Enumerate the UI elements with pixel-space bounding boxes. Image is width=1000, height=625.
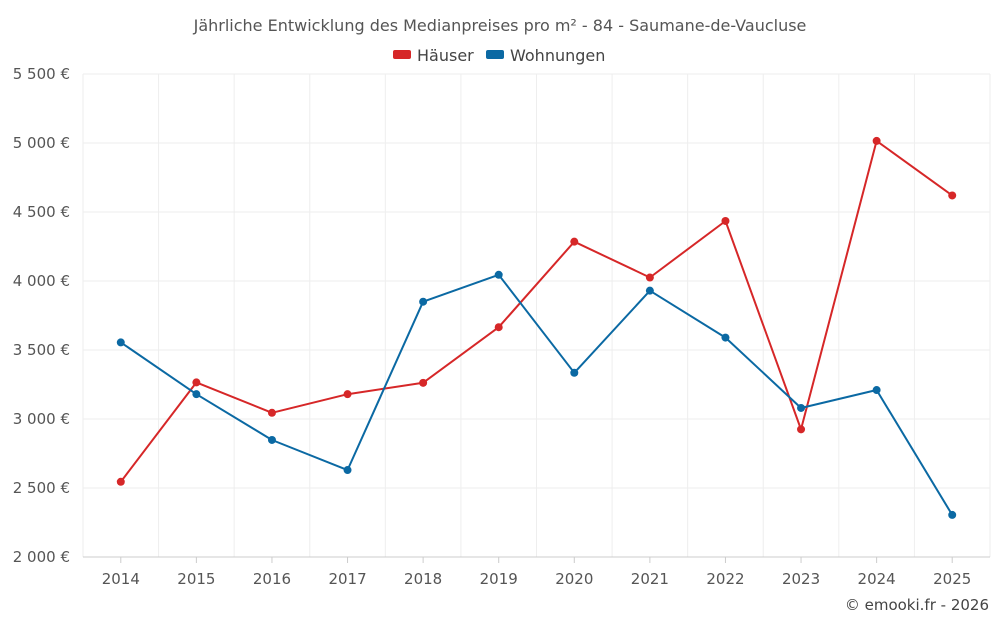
x-tick-label: 2018 <box>404 570 442 588</box>
x-tick-label: 2014 <box>102 570 140 588</box>
data-point-apartments[interactable] <box>116 338 125 347</box>
data-point-houses[interactable] <box>192 378 201 387</box>
series-layer <box>116 136 957 519</box>
series-apartments <box>116 270 957 519</box>
x-tick-label: 2019 <box>480 570 518 588</box>
data-point-apartments[interactable] <box>948 510 957 519</box>
x-tick-label: 2017 <box>328 570 366 588</box>
legend: Häuser Wohnungen <box>393 46 605 65</box>
credit-text: © emooki.fr - 2026 <box>845 596 989 614</box>
y-tick-label: 2 000 € <box>13 548 70 566</box>
data-point-houses[interactable] <box>948 191 957 200</box>
y-tick-label: 5 000 € <box>13 134 70 152</box>
data-point-apartments[interactable] <box>494 270 503 279</box>
legend-item-houses[interactable]: Häuser <box>393 46 474 65</box>
data-point-houses[interactable] <box>494 323 503 332</box>
legend-swatch-houses <box>393 50 411 59</box>
x-tick-label: 2021 <box>631 570 669 588</box>
y-tick-label: 5 500 € <box>13 65 70 83</box>
x-tick-label: 2025 <box>933 570 971 588</box>
data-point-houses[interactable] <box>116 477 125 486</box>
y-tick-label: 4 500 € <box>13 203 70 221</box>
data-point-houses[interactable] <box>343 390 352 399</box>
data-point-apartments[interactable] <box>343 466 352 475</box>
data-point-apartments[interactable] <box>721 333 730 342</box>
y-tick-label: 4 000 € <box>13 272 70 290</box>
x-tick-label: 2022 <box>706 570 744 588</box>
data-point-houses[interactable] <box>872 136 881 145</box>
y-tick-label: 3 000 € <box>13 410 70 428</box>
y-tick-label: 2 500 € <box>13 479 70 497</box>
legend-label-apartments: Wohnungen <box>510 46 605 65</box>
series-line-apartments <box>120 273 954 516</box>
x-tick-label: 2023 <box>782 570 820 588</box>
grid <box>82 73 991 558</box>
data-point-houses[interactable] <box>797 425 806 434</box>
legend-item-apartments[interactable]: Wohnungen <box>486 46 605 65</box>
data-point-houses[interactable] <box>419 378 428 387</box>
data-point-apartments[interactable] <box>645 286 654 295</box>
data-point-apartments[interactable] <box>267 435 276 444</box>
legend-swatch-apartments <box>486 50 504 59</box>
x-tick-label: 2015 <box>177 570 215 588</box>
data-point-apartments[interactable] <box>797 403 806 412</box>
x-axis: 2014 2015 2016 2017 2018 2019 2020 2021 2022 2023… <box>83 556 990 588</box>
data-point-houses[interactable] <box>645 273 654 282</box>
legend-label-houses: Häuser <box>417 46 474 65</box>
x-tick-label: 2020 <box>555 570 593 588</box>
chart-title: Jährliche Entwicklung des Medianpreises … <box>193 16 807 35</box>
x-tick-label: 2024 <box>858 570 896 588</box>
data-point-apartments[interactable] <box>570 368 579 377</box>
y-tick-label: 3 500 € <box>13 341 70 359</box>
data-point-houses[interactable] <box>570 237 579 246</box>
data-point-houses[interactable] <box>267 408 276 417</box>
series-line-houses <box>120 139 953 483</box>
y-axis: 2 000 € 2 500 € 3 000 € 3 500 € 4 000 € 4 500… <box>13 65 70 566</box>
series-houses <box>116 136 957 486</box>
data-point-houses[interactable] <box>721 216 730 225</box>
x-tick-label: 2016 <box>253 570 291 588</box>
data-point-apartments[interactable] <box>419 297 428 306</box>
data-point-apartments[interactable] <box>872 386 881 395</box>
data-point-apartments[interactable] <box>192 390 201 399</box>
